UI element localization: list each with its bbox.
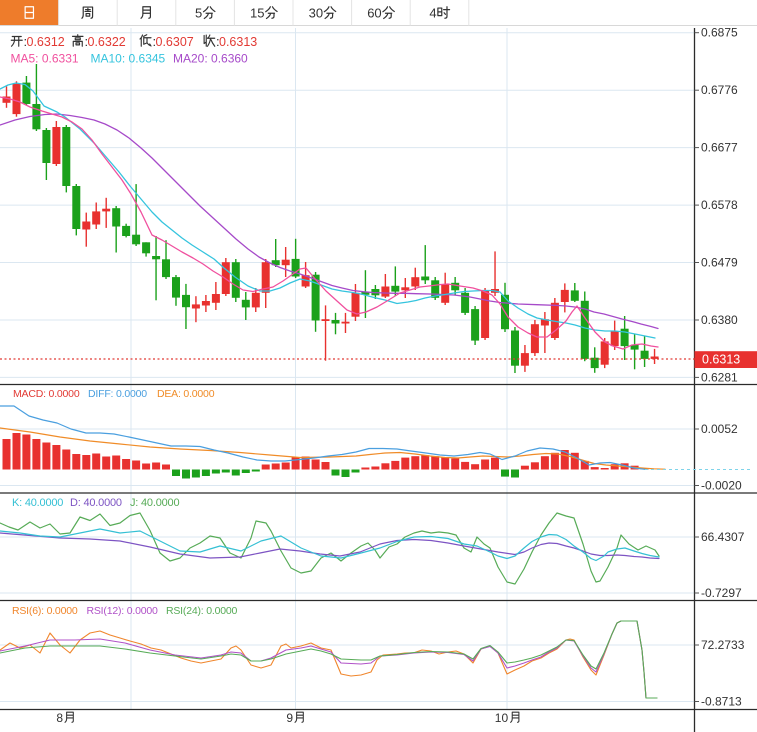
svg-text:K: 40.0000: K: 40.0000 — [12, 497, 63, 509]
svg-text:30: 30 — [309, 6, 323, 21]
svg-text:0.6313: 0.6313 — [219, 35, 257, 49]
svg-text::: : — [153, 34, 157, 49]
svg-text:0.6312: 0.6312 — [27, 35, 65, 49]
svg-text:0.6307: 0.6307 — [156, 35, 194, 49]
svg-text:J: 40.0000: J: 40.0000 — [130, 497, 179, 509]
svg-text:4: 4 — [429, 6, 436, 21]
svg-text:0.6677: 0.6677 — [701, 141, 738, 155]
svg-text:8: 8 — [56, 711, 63, 725]
svg-text:RSI(24): 0.0000: RSI(24): 0.0000 — [166, 605, 237, 617]
svg-text:72.2733: 72.2733 — [701, 638, 745, 652]
svg-text:60: 60 — [367, 6, 381, 21]
svg-text:-0.8713: -0.8713 — [701, 695, 742, 709]
svg-text:RSI(6): 0.0000: RSI(6): 0.0000 — [12, 605, 78, 617]
svg-text::: : — [24, 34, 28, 49]
svg-text:MA10: 0.6345: MA10: 0.6345 — [91, 52, 166, 66]
svg-text:5: 5 — [195, 6, 202, 21]
svg-text:9: 9 — [286, 711, 293, 725]
svg-text::: : — [85, 34, 89, 49]
svg-text:0.6776: 0.6776 — [701, 83, 738, 97]
svg-text:RSI(12): 0.0000: RSI(12): 0.0000 — [87, 605, 158, 617]
svg-text:0.6313: 0.6313 — [702, 353, 740, 367]
svg-text::: : — [216, 34, 220, 49]
svg-text:0.6875: 0.6875 — [701, 26, 738, 40]
svg-text:0.0052: 0.0052 — [701, 422, 738, 436]
svg-text:0.6380: 0.6380 — [701, 313, 738, 327]
svg-text:15: 15 — [250, 6, 264, 21]
svg-text:10: 10 — [495, 711, 509, 725]
svg-text:-0.0020: -0.0020 — [701, 479, 742, 493]
svg-text:-0.7297: -0.7297 — [701, 586, 742, 600]
svg-text:0.6479: 0.6479 — [701, 256, 738, 270]
svg-text:MACD: 0.0000: MACD: 0.0000 — [13, 388, 80, 400]
svg-text:0.6322: 0.6322 — [88, 35, 126, 49]
svg-text:MA5: 0.6331: MA5: 0.6331 — [11, 52, 79, 66]
svg-text:0.6578: 0.6578 — [701, 198, 738, 212]
svg-text:D: 40.0000: D: 40.0000 — [70, 497, 122, 509]
svg-text:DIFF: 0.0000: DIFF: 0.0000 — [88, 388, 147, 400]
svg-text:DEA: 0.0000: DEA: 0.0000 — [157, 388, 215, 400]
svg-text:0.6281: 0.6281 — [701, 370, 738, 384]
svg-text:66.4307: 66.4307 — [701, 530, 745, 544]
svg-text:MA20: 0.6360: MA20: 0.6360 — [173, 52, 248, 66]
